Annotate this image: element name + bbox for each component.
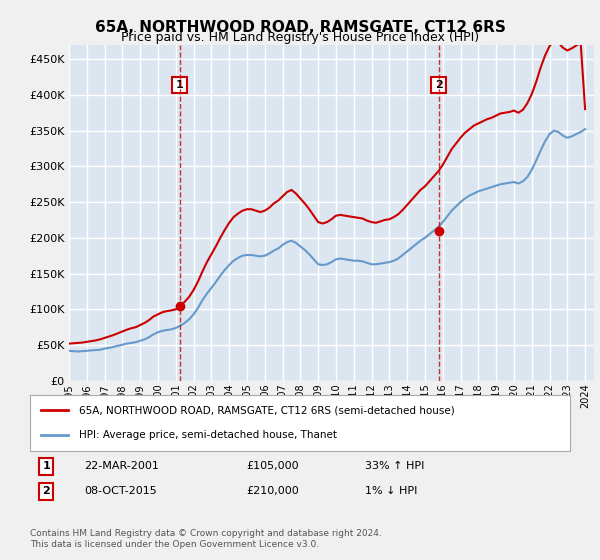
Text: 2: 2 xyxy=(43,487,50,496)
Text: 65A, NORTHWOOD ROAD, RAMSGATE, CT12 6RS: 65A, NORTHWOOD ROAD, RAMSGATE, CT12 6RS xyxy=(95,20,505,35)
Text: £105,000: £105,000 xyxy=(246,461,299,471)
Text: Price paid vs. HM Land Registry's House Price Index (HPI): Price paid vs. HM Land Registry's House … xyxy=(121,31,479,44)
Text: 1: 1 xyxy=(43,461,50,471)
Text: 08-OCT-2015: 08-OCT-2015 xyxy=(84,487,157,496)
Text: 22-MAR-2001: 22-MAR-2001 xyxy=(84,461,159,471)
Text: 2: 2 xyxy=(435,80,443,90)
Text: Contains HM Land Registry data © Crown copyright and database right 2024.
This d: Contains HM Land Registry data © Crown c… xyxy=(30,529,382,549)
Text: HPI: Average price, semi-detached house, Thanet: HPI: Average price, semi-detached house,… xyxy=(79,430,337,440)
Text: 65A, NORTHWOOD ROAD, RAMSGATE, CT12 6RS (semi-detached house): 65A, NORTHWOOD ROAD, RAMSGATE, CT12 6RS … xyxy=(79,405,454,416)
Text: 33% ↑ HPI: 33% ↑ HPI xyxy=(365,461,424,471)
Text: £210,000: £210,000 xyxy=(246,487,299,496)
Text: 1% ↓ HPI: 1% ↓ HPI xyxy=(365,487,417,496)
Text: 1: 1 xyxy=(176,80,184,90)
